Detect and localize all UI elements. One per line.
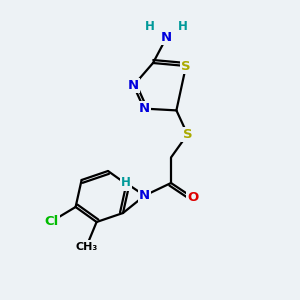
Text: N: N — [128, 79, 139, 92]
Text: N: N — [139, 189, 150, 202]
Text: Cl: Cl — [44, 215, 59, 228]
Text: S: S — [183, 128, 192, 141]
Text: S: S — [181, 59, 191, 73]
Text: H: H — [145, 20, 155, 33]
Text: H: H — [178, 20, 188, 33]
Text: O: O — [187, 191, 198, 204]
Text: H: H — [121, 176, 131, 190]
Text: N: N — [138, 102, 150, 115]
Text: N: N — [161, 31, 172, 44]
Text: CH₃: CH₃ — [75, 242, 98, 252]
